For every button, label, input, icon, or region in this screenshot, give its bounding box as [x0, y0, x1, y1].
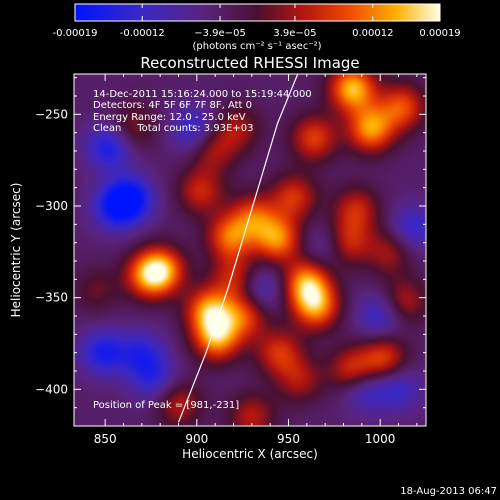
annotation-counts: Clean Total counts: 3.93E+03: [93, 123, 253, 134]
y-tick-label: −250: [35, 107, 68, 121]
x-tick-label: 850: [94, 432, 117, 446]
x-tick-label: 900: [185, 432, 208, 446]
y-axis-label: Heliocentric Y (arcsec): [9, 183, 23, 318]
colorbar-tick-label: 3.9e−05: [273, 28, 316, 39]
annotation-block: 14-Dec-2011 15:16:24.000 to 15:19:44.000…: [93, 89, 312, 134]
solar-limb-line: [177, 74, 299, 423]
annotation-time: 14-Dec-2011 15:16:24.000 to 15:19:44.000: [93, 89, 312, 100]
colorbar-tick-label: 0.00012: [352, 28, 393, 39]
colorbar: [74, 3, 441, 22]
y-tick-label: −350: [35, 291, 68, 305]
annotation-energy: Energy Range: 12.0 - 25.0 keV: [93, 112, 246, 123]
heatmap-image: [74, 74, 426, 426]
y-tick-label: −400: [35, 382, 68, 396]
colorbar-tick-label: −3.9e−05: [194, 28, 246, 39]
x-tick-label: 950: [277, 432, 300, 446]
colorbar-tick-label: -0.00012: [120, 28, 165, 39]
plot-frame: [73, 73, 427, 427]
footer-timestamp: 18-Aug-2013 06:47: [400, 486, 497, 497]
peak-position-label: Position of Peak = [981,-231]: [93, 400, 239, 411]
colorbar-tick-label: -0.00019: [53, 28, 98, 39]
colorbar-tick-label: 0.00019: [419, 28, 460, 39]
colorbar-units: (photons cm⁻² s⁻¹ asec⁻²): [192, 41, 321, 52]
annotation-detectors: Detectors: 4F 5F 6F 7F 8F, Att 0: [93, 100, 252, 111]
y-tick-label: −300: [35, 199, 68, 213]
chart-title: Reconstructed RHESSI Image: [140, 54, 359, 72]
x-tick-label: 1000: [365, 432, 396, 446]
x-axis-label: Heliocentric X (arcsec): [182, 447, 318, 461]
